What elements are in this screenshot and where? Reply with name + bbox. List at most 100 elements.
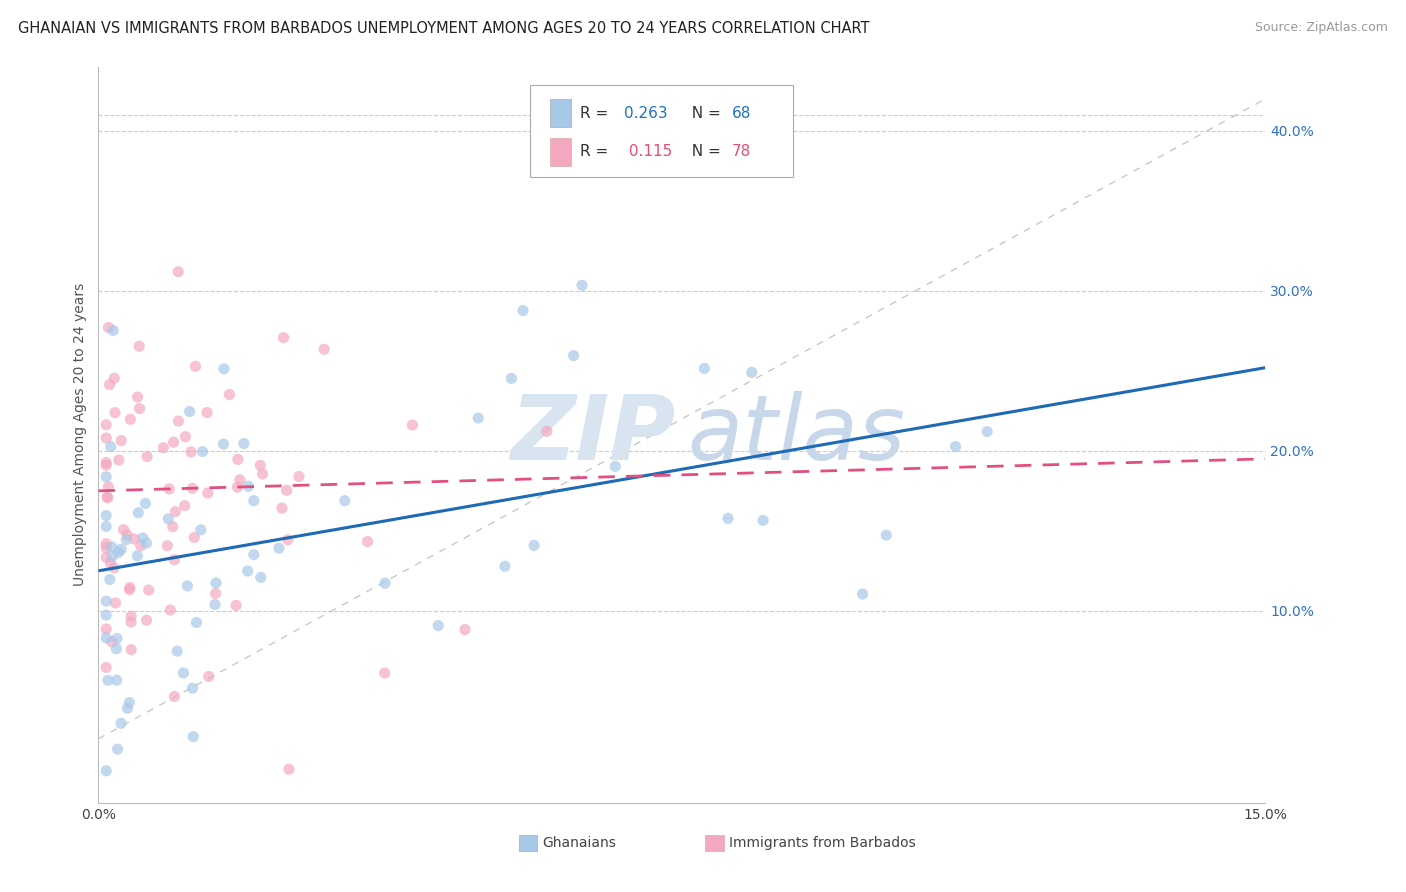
Point — [356, 534, 378, 549]
Point — [976, 425, 998, 439]
Point — [197, 486, 219, 500]
Point — [205, 576, 228, 591]
Point — [174, 430, 197, 444]
Point — [186, 615, 208, 630]
Point — [96, 660, 118, 674]
Point — [138, 583, 160, 598]
Point — [226, 480, 249, 494]
Point — [717, 511, 740, 525]
Point — [179, 404, 201, 418]
Point — [741, 365, 763, 379]
Point — [120, 609, 142, 624]
Point — [232, 436, 254, 450]
Point — [117, 701, 139, 715]
Point — [875, 528, 897, 542]
Point — [96, 764, 118, 778]
Point — [128, 339, 150, 353]
Point — [100, 556, 122, 570]
Point — [212, 437, 235, 451]
Point — [173, 499, 195, 513]
Y-axis label: Unemployment Among Ages 20 to 24 years: Unemployment Among Ages 20 to 24 years — [73, 284, 87, 586]
Point — [105, 632, 128, 646]
Point — [162, 435, 184, 450]
Point — [96, 622, 118, 636]
Point — [218, 387, 240, 401]
Point — [242, 548, 264, 562]
Point — [96, 470, 118, 484]
Point — [157, 482, 180, 496]
Point — [501, 371, 523, 385]
Text: atlas: atlas — [688, 391, 905, 479]
Point — [273, 330, 295, 344]
Point — [96, 417, 118, 432]
Point — [112, 523, 135, 537]
Point — [127, 506, 149, 520]
Bar — [550, 99, 571, 128]
Point — [127, 390, 149, 404]
Point — [97, 480, 120, 494]
Point — [167, 265, 190, 279]
Point — [277, 762, 299, 776]
Text: R =: R = — [581, 144, 613, 159]
Point — [204, 598, 226, 612]
Point — [249, 570, 271, 584]
Point — [494, 559, 516, 574]
Point — [314, 343, 336, 357]
Point — [97, 320, 120, 334]
Text: R =: R = — [581, 106, 613, 120]
Point — [523, 538, 546, 552]
Point — [101, 323, 124, 337]
Point — [165, 505, 187, 519]
Point — [98, 377, 121, 392]
Point — [204, 586, 226, 600]
Point — [181, 481, 204, 495]
Point — [136, 450, 159, 464]
Point — [163, 552, 186, 566]
Point — [129, 539, 152, 553]
Point — [156, 539, 179, 553]
Point — [115, 533, 138, 547]
Point — [195, 406, 218, 420]
Point — [115, 528, 138, 542]
Point — [288, 469, 311, 483]
Point — [467, 411, 489, 425]
Point — [103, 371, 125, 385]
Point — [135, 536, 157, 550]
Point — [571, 278, 593, 293]
Bar — [550, 137, 571, 166]
Point — [180, 445, 202, 459]
Point — [181, 730, 204, 744]
Point — [120, 642, 142, 657]
Point — [96, 541, 118, 555]
Point — [104, 406, 127, 420]
Point — [96, 519, 118, 533]
Point — [212, 362, 235, 376]
Point — [752, 513, 775, 527]
Point — [96, 537, 118, 551]
Point — [226, 452, 249, 467]
Point — [249, 458, 271, 473]
Point — [693, 361, 716, 376]
Text: Ghanaians: Ghanaians — [541, 837, 616, 850]
Point — [238, 479, 260, 493]
Bar — [706, 835, 724, 851]
Point — [96, 508, 118, 523]
Point — [184, 359, 207, 374]
Point — [100, 540, 122, 554]
Point — [190, 523, 212, 537]
Text: 68: 68 — [733, 106, 751, 120]
Point — [118, 582, 141, 597]
Point — [427, 618, 450, 632]
Point — [96, 431, 118, 445]
FancyBboxPatch shape — [530, 86, 793, 178]
Point — [229, 473, 252, 487]
Point — [124, 532, 146, 546]
Point — [110, 716, 132, 731]
Point — [96, 608, 118, 623]
Point — [197, 669, 219, 683]
Text: GHANAIAN VS IMMIGRANTS FROM BARBADOS UNEMPLOYMENT AMONG AGES 20 TO 24 YEARS CORR: GHANAIAN VS IMMIGRANTS FROM BARBADOS UNE… — [18, 21, 870, 36]
Point — [100, 440, 122, 454]
Point — [536, 425, 558, 439]
Point — [107, 742, 129, 756]
Point — [183, 530, 205, 544]
